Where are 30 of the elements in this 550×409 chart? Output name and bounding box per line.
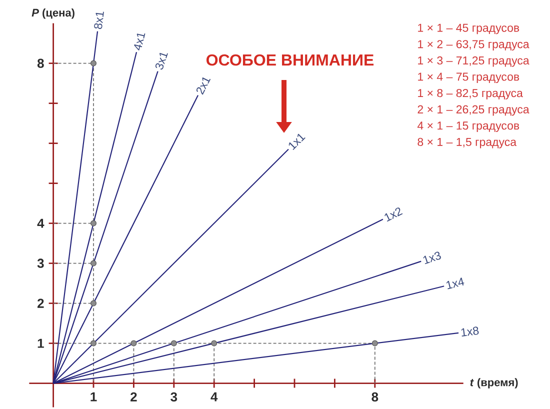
y-axis-title: P (цена) xyxy=(32,8,74,19)
text: 4x1 xyxy=(134,33,146,50)
x-axis-title: t (время) xyxy=(470,378,518,388)
y-tick-label: 3 xyxy=(37,258,44,268)
annotation: 1 × 4 – 75 градусов xyxy=(418,72,520,84)
text: 8x1 xyxy=(94,12,104,29)
text: 1x8 xyxy=(461,326,479,336)
annotation: 8 × 1 – 1,5 градуса xyxy=(418,138,517,148)
annotation: 4 × 1 – 15 градусов xyxy=(417,122,520,132)
annotation: 1 × 3 – 71,25 градуса xyxy=(418,56,530,67)
annotation: 2 × 1 – 26,25 градуса xyxy=(418,105,530,116)
text: 2x1 xyxy=(196,77,211,95)
x-tick-label: 2 xyxy=(130,392,137,402)
y-tick-label: 1 xyxy=(38,338,44,348)
x-tick-label: 1 xyxy=(90,392,97,402)
y-tick-label: 2 xyxy=(38,298,44,308)
x-tick-label: 8 xyxy=(372,392,378,402)
annotation: 1 × 2 – 63,75 градуса xyxy=(418,40,530,51)
text: 1x4 xyxy=(446,278,464,290)
y-tick-label: 4 xyxy=(37,218,44,228)
text: 3x1 xyxy=(155,52,168,70)
text: 1x3 xyxy=(423,252,441,264)
text: 1x2 xyxy=(384,208,403,222)
x-tick-label: 4 xyxy=(210,392,218,402)
annotation: 1 × 1 – 45 градусов xyxy=(418,24,520,34)
annotation: 1 × 8 – 82,5 градуса xyxy=(418,88,523,100)
x-tick-label: 3 xyxy=(170,392,178,402)
annotation: ОСОБОЕ ВНИМАНИЕ xyxy=(206,54,374,66)
text: 1x1 xyxy=(288,134,306,150)
y-tick-label: 8 xyxy=(37,58,44,68)
